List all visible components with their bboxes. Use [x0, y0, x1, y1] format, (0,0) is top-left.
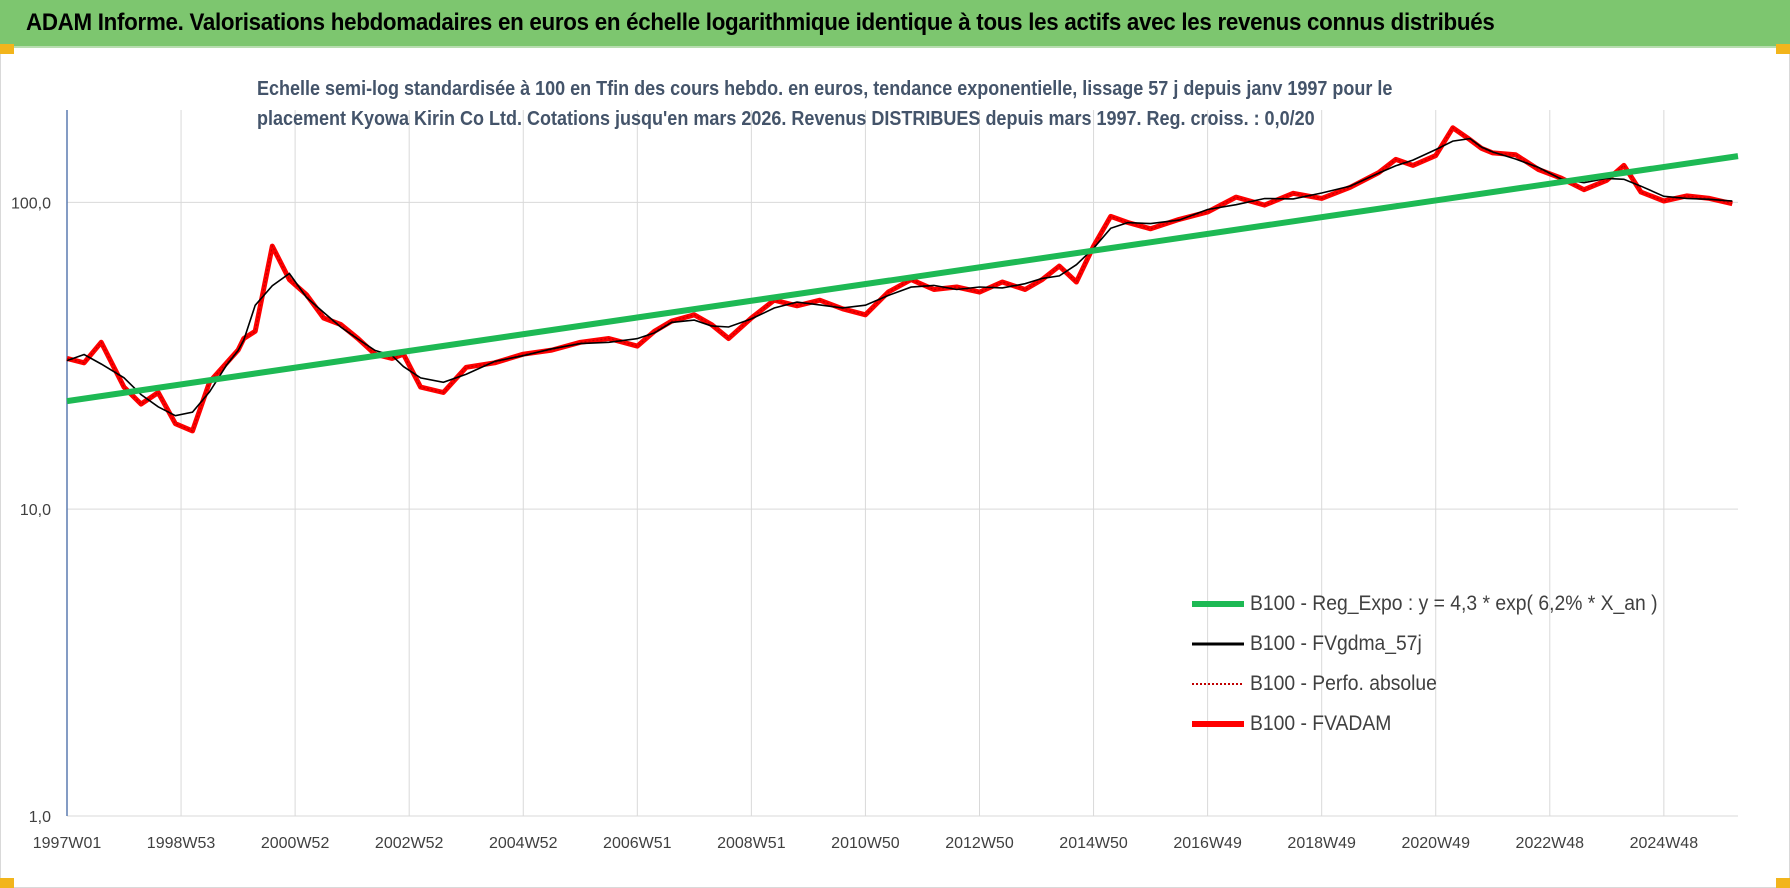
- legend-label-fvadam: B100 - FVADAM: [1250, 712, 1392, 735]
- x-tick-label: 2018W49: [1287, 835, 1356, 852]
- chart-title-line-1: Echelle semi-log standardisée à 100 en T…: [257, 78, 1393, 100]
- legend-label-fvgdma: B100 - FVgdma_57j: [1250, 632, 1422, 655]
- corner-marker-bottom-left: [0, 878, 14, 888]
- series-line-fvgdma: [66, 137, 1733, 417]
- x-tick-label: 2008W51: [717, 835, 786, 852]
- x-tick-label: 2016W49: [1173, 835, 1242, 852]
- legend-label-perfo: B100 - Perfo. absolue: [1250, 672, 1437, 695]
- x-tick-label: 1998W53: [147, 835, 216, 852]
- chart-title-line-2: placement Kyowa Kirin Co Ltd. Cotations …: [257, 108, 1315, 130]
- x-tick-label: 2002W52: [375, 835, 444, 852]
- corner-marker-bottom-right: [1776, 878, 1790, 888]
- y-tick-label: 100,0: [11, 195, 51, 212]
- corner-marker-top-right: [1776, 44, 1790, 54]
- legend-swatch-fvgdma: [1192, 642, 1244, 646]
- chart-title: Echelle semi-log standardisée à 100 en T…: [257, 74, 1393, 134]
- y-tick-label: 10,0: [20, 502, 51, 519]
- legend-item-reg-expo: B100 - Reg_Expo : y = 4,3 * exp( 6,2% * …: [1192, 584, 1693, 624]
- series-line-perfo: [66, 126, 1733, 432]
- x-tick-label: 2014W50: [1059, 835, 1128, 852]
- legend-item-fvgdma: B100 - FVgdma_57j: [1192, 624, 1693, 664]
- x-tick-label: 1997W01: [33, 835, 102, 852]
- header-banner: ADAM Informe. Valorisations hebdomadaire…: [0, 0, 1790, 48]
- x-tick-label: 2022W48: [1516, 835, 1585, 852]
- x-tick-label: 2006W51: [603, 835, 672, 852]
- legend-swatch-reg-expo: [1192, 601, 1244, 607]
- legend-item-perfo: B100 - Perfo. absolue: [1192, 664, 1693, 704]
- legend-swatch-fvadam: [1192, 721, 1244, 727]
- legend-item-fvadam: B100 - FVADAM: [1192, 704, 1693, 744]
- legend-swatch-perfo: [1192, 683, 1244, 685]
- corner-marker-top-left: [0, 44, 14, 54]
- report-title: ADAM Informe. Valorisations hebdomadaire…: [26, 9, 1495, 36]
- x-tick-label: 2000W52: [261, 835, 330, 852]
- x-tick-label: 2010W50: [831, 835, 900, 852]
- x-tick-label: 2012W50: [945, 835, 1014, 852]
- x-tick-label: 2020W49: [1401, 835, 1470, 852]
- series-line-reg-expo: [66, 153, 1739, 405]
- x-tick-label: 2004W52: [489, 835, 558, 852]
- legend-label-reg-expo: B100 - Reg_Expo : y = 4,3 * exp( 6,2% * …: [1250, 592, 1658, 615]
- chart-legend: B100 - Reg_Expo : y = 4,3 * exp( 6,2% * …: [1192, 584, 1693, 744]
- y-tick-label: 1,0: [29, 809, 51, 826]
- x-tick-label: 2024W48: [1630, 835, 1699, 852]
